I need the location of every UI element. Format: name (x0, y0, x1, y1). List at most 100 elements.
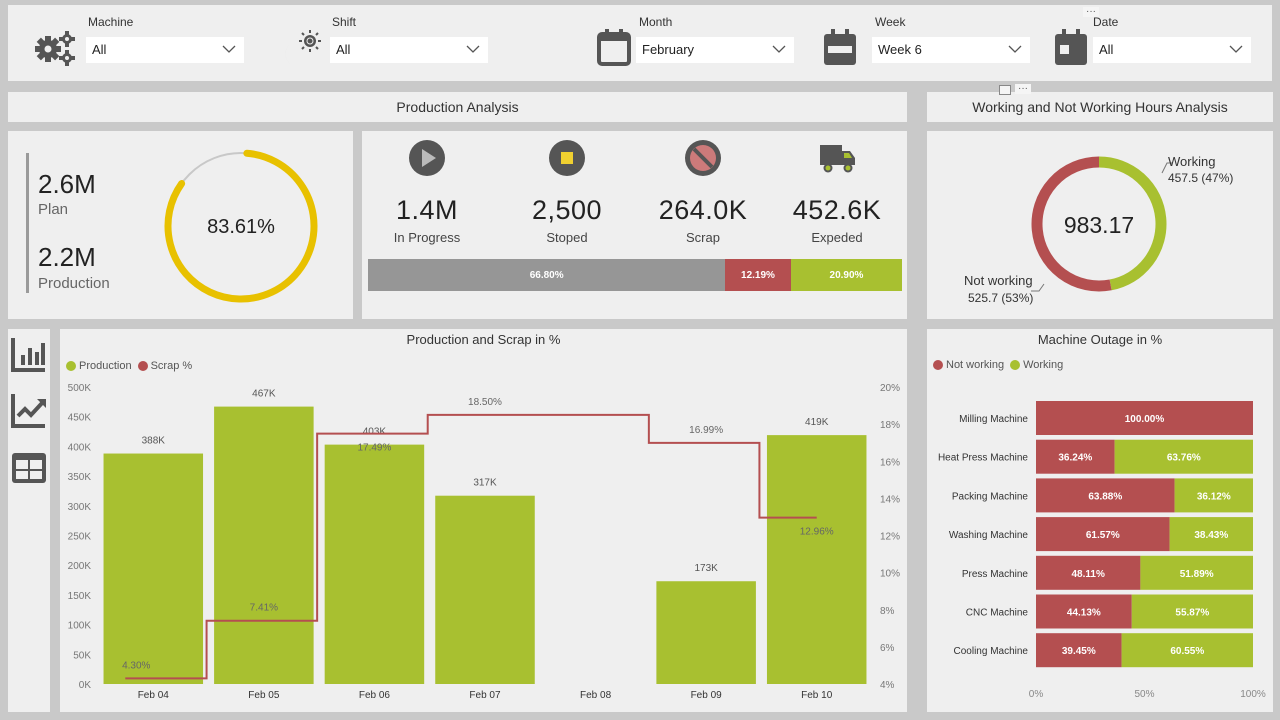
status-bar-segment[interactable]: 66.80% (368, 259, 726, 291)
legend-not-working[interactable]: Not working (946, 359, 1005, 371)
prohibited-icon (685, 140, 721, 176)
chevron-down-icon (1008, 45, 1022, 53)
working-bar[interactable] (1121, 633, 1253, 668)
y-left-tick: 350K (68, 472, 92, 483)
month-dropdown[interactable]: February (636, 37, 794, 63)
machine-label: Press Machine (962, 569, 1029, 580)
machine-slicer: Machine All (32, 5, 252, 81)
production-data-label: 467K (252, 389, 276, 400)
status-bar-segment[interactable]: 20.90% (790, 259, 903, 291)
machine-label: Heat Press Machine (938, 453, 1028, 464)
not-working-data-label: 61.57% (1086, 530, 1120, 541)
table-icon[interactable] (10, 449, 48, 487)
working-hours-card: 983.17 Working 457.5 (47%) Not working 5… (927, 131, 1273, 319)
working-data-label: 55.87% (1175, 608, 1209, 619)
stop-icon (549, 140, 585, 176)
leader-line (1031, 283, 1045, 292)
production-data-label: 403K (363, 427, 387, 438)
y-left-tick: 200K (68, 561, 92, 572)
focus-mode-icon[interactable] (999, 85, 1011, 95)
plan-label: Plan (38, 201, 69, 218)
production-data-label: 419K (805, 417, 829, 428)
not-working-bar[interactable] (1036, 517, 1170, 552)
chevron-down-icon (772, 45, 786, 53)
working-data-label: 60.55% (1170, 646, 1204, 657)
production-data-label: 173K (694, 563, 718, 574)
y-right-tick: 10% (880, 569, 900, 580)
legend-production[interactable]: Production (79, 360, 132, 372)
chart-legend: Production Scrap % (66, 360, 192, 372)
legend-scrap[interactable]: Scrap % (150, 360, 193, 372)
production-bar[interactable] (656, 581, 756, 684)
not-working-bar[interactable] (1036, 401, 1253, 435)
production-bar[interactable] (766, 435, 867, 684)
production-status-card: 1.4M In Progress 2,500 Stoped 264.0K Scr… (362, 131, 907, 319)
y-left-tick: 300K (68, 502, 92, 513)
production-bar[interactable] (214, 406, 314, 684)
y-right-tick: 4% (880, 680, 895, 691)
production-data-label: 388K (142, 436, 166, 447)
donut-slice-not-working[interactable] (1031, 156, 1112, 292)
working-bar[interactable] (1114, 439, 1253, 474)
filter-bar: Machine All Shift All (8, 5, 1272, 81)
production-scrap-chart-card: Production and Scrap in % Production Scr… (60, 329, 907, 712)
working-bar[interactable] (1131, 594, 1253, 629)
chart-title: Machine Outage in % (1037, 332, 1163, 347)
date-dropdown[interactable]: All (1093, 37, 1251, 63)
production-bar[interactable] (435, 495, 535, 684)
chart-title: Production and Scrap in % (406, 332, 561, 347)
not-working-bar[interactable] (1036, 439, 1115, 474)
production-bar[interactable] (103, 453, 204, 684)
x-tick: Feb 09 (691, 690, 723, 701)
line-chart-icon[interactable] (10, 391, 48, 429)
shift-dropdown[interactable]: All (330, 37, 488, 63)
scrap-step-line[interactable] (125, 413, 817, 680)
x-tick: Feb 10 (801, 690, 833, 701)
moon-sun-icon (285, 30, 321, 67)
more-options-icon[interactable]: ··· (1015, 84, 1031, 94)
not-working-bar[interactable] (1036, 633, 1122, 668)
stopped-value: 2,500 (531, 195, 603, 225)
leader-line (1161, 162, 1172, 174)
legend-dot-scrap (137, 361, 148, 371)
status-in-progress: 1.4M In Progress (362, 139, 492, 245)
y-right-tick: 14% (880, 494, 900, 505)
not-working-bar[interactable] (1036, 555, 1141, 590)
machine-outage-chart: Milling Machine 100.00% Heat Press Machine… (938, 401, 1266, 700)
working-data-label: 38.43% (1194, 530, 1228, 541)
week-dropdown[interactable]: Week 6 (872, 37, 1030, 63)
scrap-data-label: 7.41% (250, 603, 278, 614)
legend-working[interactable]: Working (1023, 359, 1064, 371)
machine-label: CNC Machine (966, 608, 1029, 619)
plan-value: 2.6M (38, 169, 96, 199)
date-label: Date (1093, 15, 1119, 29)
status-bar-segment[interactable]: 12.19% (725, 259, 791, 291)
machine-dropdown[interactable]: All (86, 37, 244, 63)
not-working-bar[interactable] (1036, 478, 1175, 513)
production-bar[interactable] (324, 444, 425, 684)
bar-chart-icon[interactable] (10, 335, 48, 373)
working-bar[interactable] (1169, 517, 1253, 552)
divider (26, 153, 29, 293)
working-bar[interactable] (1140, 555, 1253, 590)
not-working-data-label: 48.11% (1072, 569, 1105, 580)
x-tick: Feb 08 (580, 690, 612, 701)
x-tick: 50% (1134, 689, 1154, 700)
working-data-label: 36.12% (1197, 491, 1231, 502)
machine-value: All (92, 42, 107, 57)
in-progress-value: 1.4M (395, 195, 459, 225)
y-left-tick: 50K (73, 650, 91, 661)
week-label: Week (875, 15, 906, 29)
hours-donut-chart: 983.17 Working 457.5 (47%) Not working 5… (964, 154, 1233, 305)
more-options-icon[interactable]: ··· (1083, 7, 1099, 17)
scrap-data-label: 18.50% (468, 397, 502, 408)
working-bar[interactable] (1174, 478, 1253, 513)
not-working-data-label: 36.24% (1058, 453, 1092, 464)
status-expedited: 452.6K Expeded (772, 139, 902, 245)
y-left-tick: 250K (68, 532, 92, 543)
not-working-bar[interactable] (1036, 594, 1132, 629)
scrap-data-label: 12.96% (800, 527, 834, 538)
donut-slice-working[interactable] (1098, 156, 1167, 291)
production-scrap-chart: 0K 50K 100K 150K 200K 250K 300K 350K 400K 450K 500… (68, 383, 900, 701)
x-tick: 100% (1240, 689, 1266, 700)
